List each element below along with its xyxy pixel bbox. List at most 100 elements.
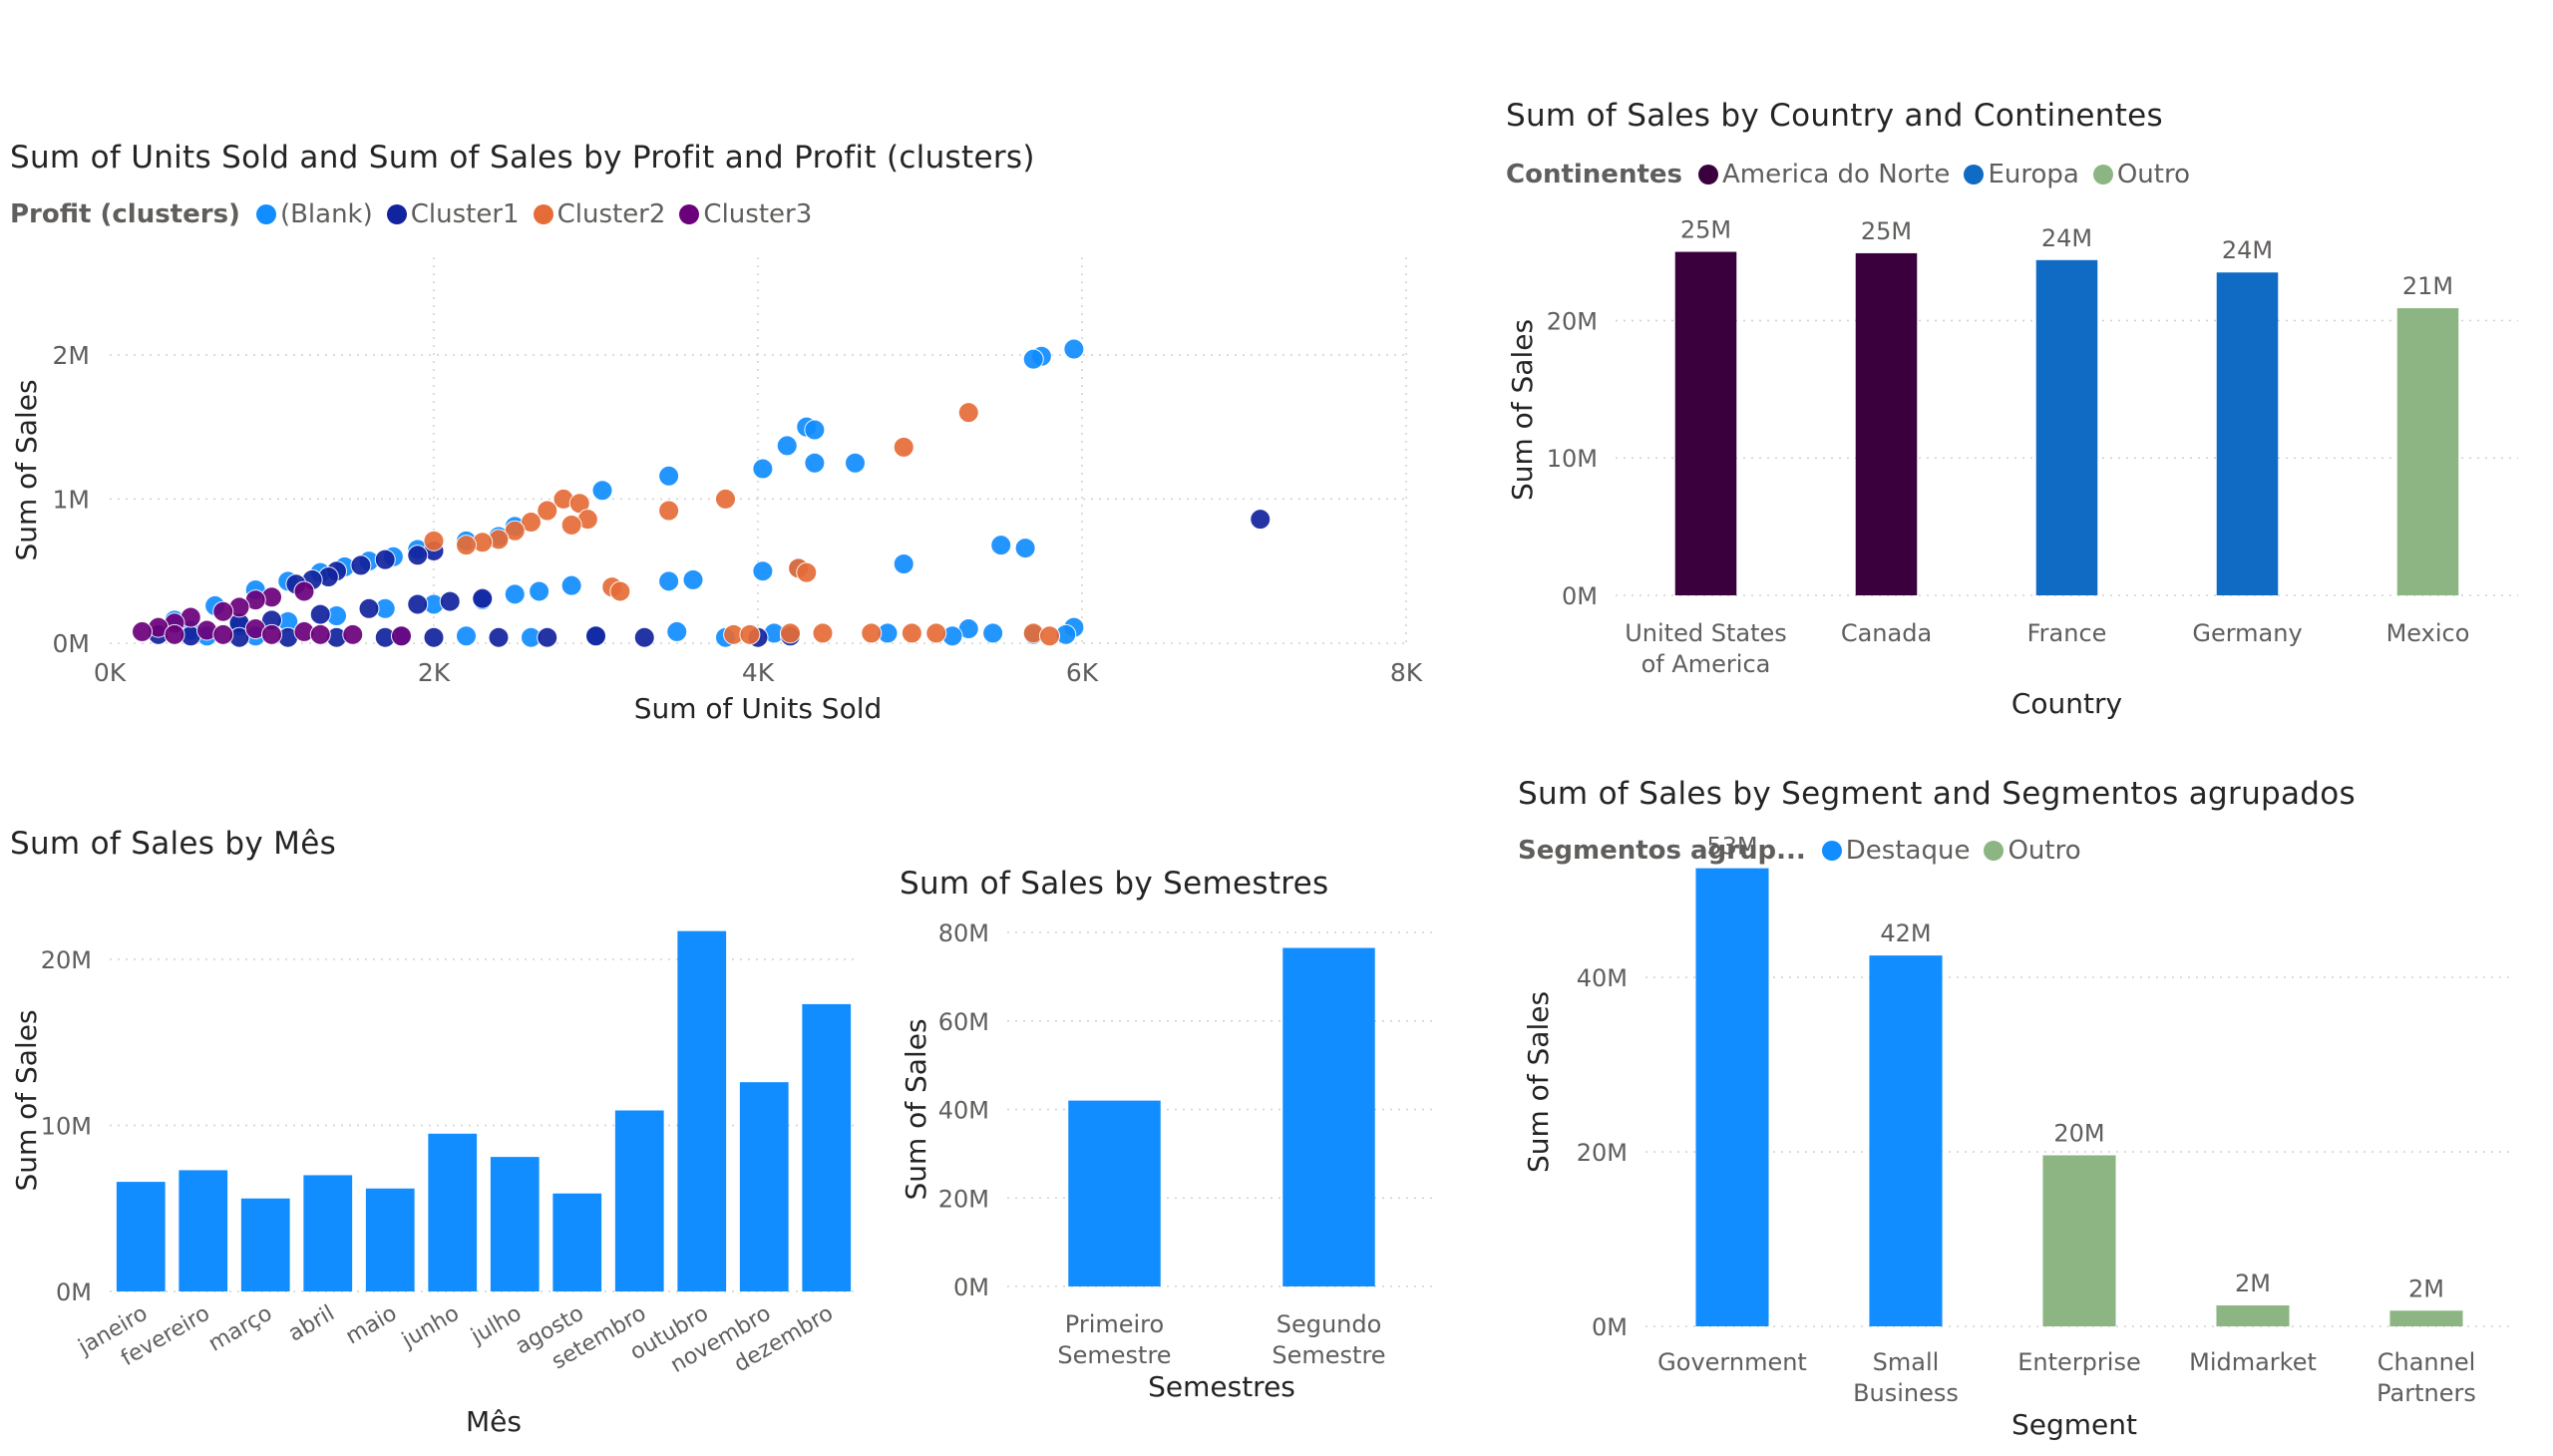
x-tick-label: Enterprise <box>2017 1348 2140 1376</box>
bar <box>552 1193 602 1291</box>
legend-item-destaque[interactable]: Destaque <box>1821 836 1970 866</box>
x-axis-title: Segment <box>2011 1408 2137 1441</box>
country-legend-title: Continentes <box>1506 160 1682 189</box>
data-point <box>804 419 826 441</box>
data-label: 2M <box>2235 1270 2271 1297</box>
y-tick-label: 20M <box>938 1185 989 1213</box>
semester-chart[interactable]: 0M 20M 40M 60M 80M Primeiro Semestre Segundo Sem… <box>888 858 1456 1456</box>
x-tick-label: março <box>204 1301 276 1357</box>
bar <box>1674 251 1737 596</box>
data-point <box>212 623 234 645</box>
data-label: 20M <box>2053 1120 2104 1148</box>
segment-visual[interactable]: Sum of Sales by Segment and Segmentos ag… <box>1506 768 2553 1456</box>
data-point <box>423 626 445 648</box>
data-label: 24M <box>2041 224 2092 252</box>
scatter-chart[interactable]: 0M 1M 2M 0K 2K 4K 6K 8K Sum of Sales Sum of Units… <box>0 130 1446 728</box>
data-point <box>609 580 631 602</box>
x-tick-label: junho <box>397 1301 464 1354</box>
x-tick-label: Midmarket <box>2189 1348 2317 1376</box>
legend-item-cluster3[interactable]: Cluster3 <box>679 199 812 229</box>
data-point <box>439 590 461 612</box>
data-point <box>261 623 282 645</box>
x-axis-title: Country <box>2011 687 2122 720</box>
legend-item-cluster2[interactable]: Cluster2 <box>533 199 665 229</box>
y-axis-title: Sum of Sales <box>1522 991 1555 1173</box>
legend-item-europa[interactable]: Europa <box>1964 160 2079 189</box>
data-point <box>1063 338 1085 360</box>
x-tick-label: abril <box>284 1301 339 1347</box>
data-point <box>739 623 761 645</box>
legend-label: (Blank) <box>279 199 373 229</box>
legend-item-outro[interactable]: Outro <box>2092 160 2190 189</box>
y-tick-label: 10M <box>1547 445 1598 473</box>
scatter-legend: Profit (clusters) (Blank) Cluster1 Clust… <box>10 199 826 229</box>
x-tick-label: 0K <box>94 658 127 687</box>
bar <box>2389 1310 2463 1326</box>
segment-chart[interactable]: 0M 20M 40M 53M Government 42M Small Business 20M… <box>1506 768 2553 1456</box>
data-point <box>682 568 704 590</box>
legend-item-outro[interactable]: Outro <box>1984 836 2081 866</box>
y-tick-label: 0M <box>56 1278 92 1306</box>
data-point <box>407 545 429 566</box>
x-tick-label: 8K <box>1390 658 1423 687</box>
data-label: 42M <box>1880 919 1931 947</box>
month-visual[interactable]: Sum of Sales by Mês 0M 10M 20M janeiro fever… <box>0 818 878 1456</box>
bar <box>1855 252 1918 595</box>
data-point <box>893 436 914 458</box>
data-point <box>804 452 826 474</box>
scatter-title: Sum of Units Sold and Sum of Sales by Pr… <box>10 140 1035 176</box>
data-point <box>537 500 558 522</box>
data-point <box>715 488 736 510</box>
data-point <box>925 622 947 644</box>
y-tick-label: 2M <box>53 341 90 370</box>
x-axis-title: Semestres <box>1148 1370 1295 1403</box>
data-point <box>1039 625 1060 647</box>
data-point <box>456 535 477 556</box>
country-legend: Continentes America do Norte Europa Outr… <box>1506 160 2204 189</box>
data-point <box>293 580 315 602</box>
data-point <box>957 402 979 424</box>
data-point <box>776 435 798 457</box>
legend-item-cluster1[interactable]: Cluster1 <box>386 199 520 229</box>
x-axis-title: Mês <box>466 1405 522 1438</box>
semester-title: Sum of Sales by Semestres <box>900 866 1329 902</box>
y-tick-label: 0M <box>53 629 90 658</box>
bar <box>677 930 727 1291</box>
scatter-visual[interactable]: Sum of Units Sold and Sum of Sales by Pr… <box>0 130 1446 728</box>
x-tick-label: maio <box>342 1301 402 1350</box>
data-point <box>658 465 680 487</box>
data-point <box>591 480 613 502</box>
legend-dot-icon <box>1698 165 1718 184</box>
bar <box>2396 308 2459 595</box>
data-point <box>893 552 914 574</box>
data-point <box>456 625 477 647</box>
data-point <box>666 620 688 642</box>
data-label: 25M <box>1861 217 1912 245</box>
scatter-legend-title: Profit (clusters) <box>10 199 240 229</box>
data-point <box>504 583 526 605</box>
data-point <box>374 548 396 570</box>
legend-item-blank[interactable]: (Blank) <box>255 199 373 229</box>
data-point <box>423 530 445 551</box>
data-point <box>560 514 582 536</box>
legend-dot-icon <box>679 204 700 224</box>
data-point <box>407 593 429 615</box>
x-tick-label: Government <box>1657 1348 1807 1376</box>
legend-item-america[interactable]: America do Norte <box>1698 160 1950 189</box>
bar <box>116 1182 166 1291</box>
semester-visual[interactable]: Sum of Sales by Semestres 0M 20M 40M 60M 80M… <box>888 858 1456 1456</box>
data-point <box>342 623 364 645</box>
data-label: 2M <box>2408 1274 2444 1302</box>
legend-label: Europa <box>1988 160 2079 189</box>
country-chart[interactable]: 0M 10M 20M 25M United States of America 25M Can… <box>1496 90 2553 728</box>
bar <box>303 1175 353 1291</box>
data-point <box>812 622 834 644</box>
data-point <box>845 452 866 474</box>
bar <box>365 1188 415 1291</box>
data-point <box>1022 348 1044 370</box>
country-visual[interactable]: Sum of Sales by Country and Continentes … <box>1496 90 2553 728</box>
data-point <box>488 626 510 648</box>
data-point <box>1250 509 1272 531</box>
data-point <box>472 587 494 609</box>
